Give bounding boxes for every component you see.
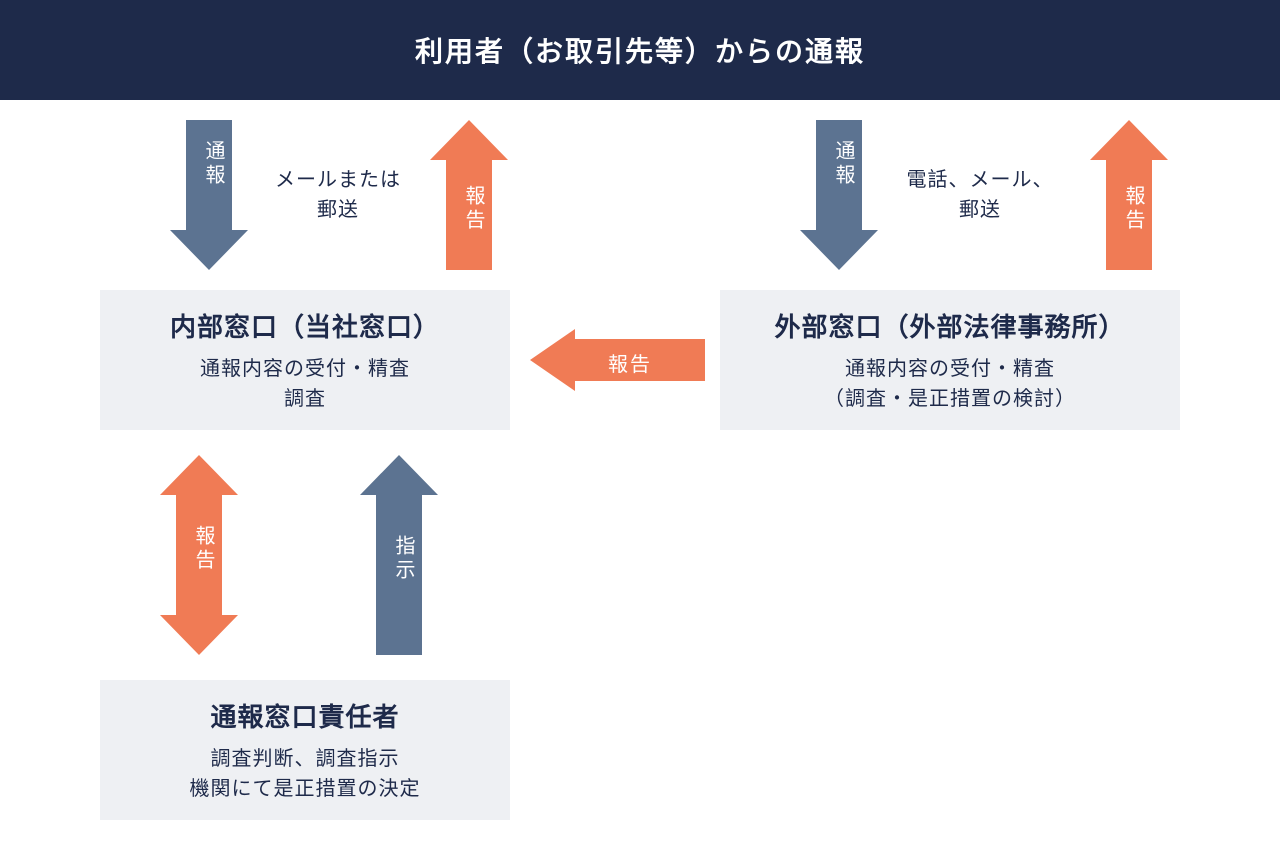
arrow-down-right: 通報 (800, 120, 878, 270)
arrow-label-hokoku-3: 報告 (608, 348, 652, 377)
arrow-label-shiji: 指示 (389, 535, 418, 583)
box-internal-sub2: 調査 (284, 384, 326, 414)
arrow-left-horiz: 報告 (530, 329, 705, 391)
arrow-label-hokoku-4: 報告 (189, 525, 218, 573)
box-external: 外部窓口（外部法律事務所） 通報内容の受付・精査 （調査・是正措置の検討） (720, 290, 1180, 430)
arrow-double-left: 報告 (160, 455, 238, 655)
arrow-label-tsuho-1: 通報 (199, 140, 228, 188)
box-responsible-title: 通報窓口責任者 (210, 697, 399, 734)
arrow-up-right: 報告 (1090, 120, 1168, 270)
arrow-label-hokoku-1: 報告 (459, 185, 488, 233)
box-responsible-sub1: 調査判断、調査指示 (211, 744, 400, 774)
side-label-left: メールまたは 郵送 (253, 165, 423, 225)
box-internal-sub1: 通報内容の受付・精査 (200, 354, 410, 384)
box-internal: 内部窓口（当社窓口） 通報内容の受付・精査 調査 (100, 290, 510, 430)
box-responsible-sub2: 機関にて是正措置の決定 (190, 774, 421, 804)
box-responsible: 通報窓口責任者 調査判断、調査指示 機関にて是正措置の決定 (100, 680, 510, 820)
side-label-right: 電話、メール、 郵送 (880, 165, 1080, 225)
arrow-label-tsuho-2: 通報 (829, 140, 858, 188)
box-internal-title: 内部窓口（当社窓口） (170, 307, 440, 344)
header-title: 利用者（お取引先等）からの通報 (415, 30, 865, 70)
arrow-up-mid: 指示 (360, 455, 438, 655)
arrow-down-left: 通報 (170, 120, 248, 270)
arrow-up-left: 報告 (430, 120, 508, 270)
header-banner: 利用者（お取引先等）からの通報 (0, 0, 1280, 100)
arrow-label-hokoku-2: 報告 (1119, 185, 1148, 233)
box-external-sub1: 通報内容の受付・精査 (845, 354, 1055, 384)
box-external-sub2: （調査・是正措置の検討） (824, 384, 1076, 414)
box-external-title: 外部窓口（外部法律事務所） (774, 307, 1125, 344)
